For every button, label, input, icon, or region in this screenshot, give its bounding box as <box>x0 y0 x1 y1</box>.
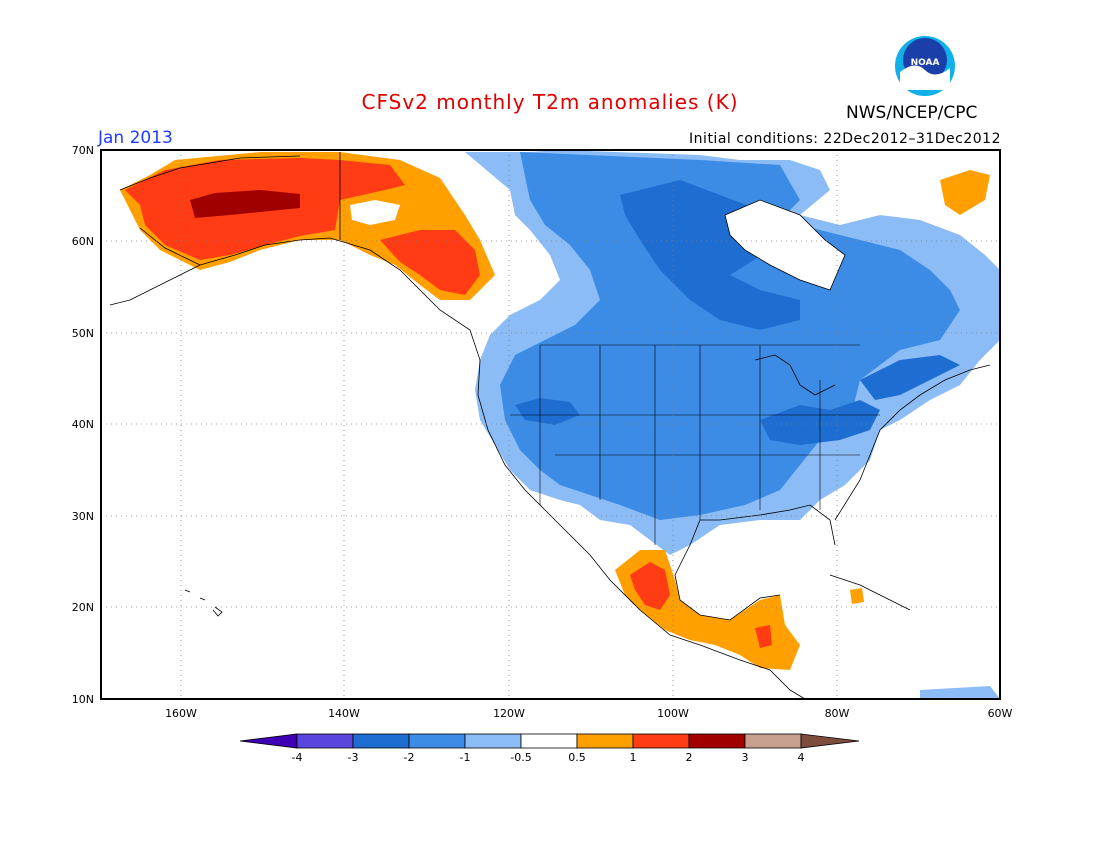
hudson-bay-coast <box>724 199 846 291</box>
hudson-bay-neutral <box>725 200 845 290</box>
anomaly-fields <box>120 150 1000 699</box>
mexico-anomaly-2 <box>630 562 670 610</box>
agency-label: NWS/NCEP/CPC <box>846 103 978 123</box>
pacific-coast <box>329 237 806 699</box>
colorbar-tick-label: -2 <box>404 751 415 764</box>
noaa-logo: NOAA <box>895 36 955 96</box>
cold-anomaly-ne <box>860 355 960 400</box>
alaska-anomaly-3 <box>190 190 300 218</box>
guatemala-anomaly-2 <box>755 625 772 648</box>
atlantic-coast <box>834 364 991 521</box>
lon-axis: 160W 140W 120W 100W 80W 60W <box>165 707 1012 720</box>
valid-month: Jan 2013 <box>98 128 173 148</box>
lat-tick-label: 20N <box>72 601 94 614</box>
lat-tick-label: 50N <box>72 327 94 340</box>
noaa-logo-text: NOAA <box>911 58 940 68</box>
colorbar-swatch <box>632 733 690 749</box>
caribbean-anomaly <box>850 588 864 604</box>
yukon-neutral <box>350 200 400 225</box>
colorbar-tick-label: -1 <box>460 751 471 764</box>
colorbar-swatch <box>296 733 354 749</box>
colorbar-swatch <box>408 733 466 749</box>
colorbar-tick-label: 3 <box>742 751 749 764</box>
colorbar-tick-label: 2 <box>686 751 693 764</box>
colorbar-swatch <box>352 733 410 749</box>
caribbean-cold <box>920 686 1000 699</box>
noaa-logo-wave <box>900 65 950 90</box>
lon-tick-label: 140W <box>328 707 360 720</box>
lat-tick-label: 70N <box>72 144 94 157</box>
colorbar-tick-label: -0.5 <box>510 751 531 764</box>
coastlines <box>109 152 991 699</box>
baffin-neutral <box>820 152 1000 240</box>
lon-tick-label: 120W <box>493 707 525 720</box>
colorbar-arrow-high <box>800 733 860 749</box>
lat-axis: 70N 60N 50N 40N 30N 20N 10N <box>72 144 94 706</box>
colorbar-tick-label: -3 <box>348 751 359 764</box>
cuba <box>829 574 911 611</box>
lat-tick-label: 30N <box>72 510 94 523</box>
lat-tick-label: 60N <box>72 235 94 248</box>
cold-anomaly-2 <box>500 152 960 520</box>
colorbar-swatch <box>744 733 802 749</box>
lon-tick-label: 80W <box>825 707 850 720</box>
colorbar-swatch <box>520 733 578 749</box>
colorbar-swatch <box>688 733 746 749</box>
state-borders <box>510 344 880 545</box>
lat-tick-label: 40N <box>72 418 94 431</box>
lon-tick-label: 160W <box>165 707 197 720</box>
colorbar-tick-label: 4 <box>798 751 805 764</box>
lon-tick-label: 100W <box>657 707 689 720</box>
colorbar: -4 -3 -2 -1 -0.5 0.5 1 2 3 4 <box>239 733 860 764</box>
colorbar-tick-label: 0.5 <box>568 751 586 764</box>
yukon-anomaly-2 <box>380 230 480 295</box>
hawaii <box>184 589 223 617</box>
lat-tick-label: 10N <box>72 693 94 706</box>
colorbar-tick-label: 1 <box>630 751 637 764</box>
map-title: CFSv2 monthly T2m anomalies (K) <box>361 90 739 114</box>
alaska-coast <box>109 155 331 306</box>
great-lakes <box>754 354 836 396</box>
colorbar-swatch <box>576 733 634 749</box>
colorbar-tick-label: -4 <box>292 751 303 764</box>
cold-anomaly-west <box>515 398 580 425</box>
greenland-anomaly <box>940 170 990 215</box>
initial-conditions: Initial conditions: 22Dec2012–31Dec2012 <box>689 131 1001 147</box>
map-frame <box>100 149 1001 700</box>
colorbar-swatch <box>464 733 522 749</box>
colorbar-arrow-low <box>239 733 298 749</box>
gulf-coast <box>674 504 836 621</box>
lon-tick-label: 60W <box>988 707 1013 720</box>
